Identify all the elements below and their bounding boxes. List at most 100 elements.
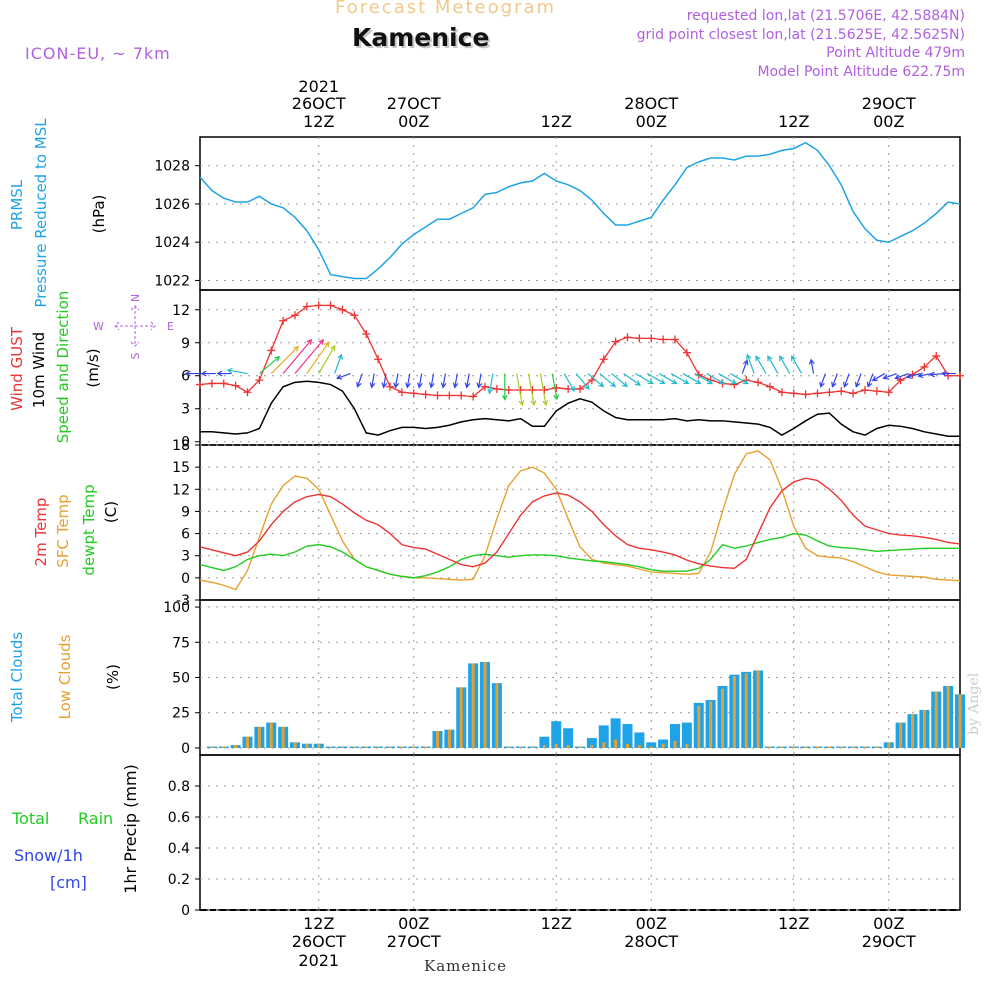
rain-label-total: Total [11, 809, 49, 828]
time-label-bottom: 12Z [778, 914, 809, 933]
total-cloud-bar [610, 718, 621, 748]
y-tick-label: 9 [181, 504, 190, 520]
wind-arrow [417, 373, 423, 389]
y-tick-label: 0 [181, 571, 190, 587]
dewpt-line [199, 532, 960, 579]
low-cloud-bar [697, 705, 701, 748]
low-cloud-bar [649, 746, 653, 748]
gust-marker [647, 334, 656, 343]
time-label-bottom: 00Z [636, 914, 667, 933]
gust-marker [302, 302, 311, 311]
total-cloud-bar [634, 732, 645, 748]
wind-arrow [905, 372, 921, 379]
low-cloud-bar [958, 694, 962, 748]
wind-arrow [200, 370, 216, 377]
time-label-bottom: 00Z [873, 914, 904, 933]
gust-marker [956, 371, 964, 380]
wind-arrow [658, 373, 678, 385]
low-cloud-bar [341, 746, 344, 748]
low-cloud-bar [863, 746, 867, 748]
time-label-top: 26OCT [292, 94, 346, 113]
time-label-bottom: 26OCT [292, 932, 346, 951]
wind-arrow [226, 367, 248, 375]
total-cloud-bar [681, 722, 692, 748]
y-tick-label: 25 [172, 706, 190, 722]
low-cloud-bar [424, 746, 428, 748]
panel-frame [199, 136, 961, 291]
wind-arrow [369, 373, 376, 389]
temp-unit: (C) [102, 501, 120, 523]
time-label-bottom: 27OCT [387, 932, 441, 951]
wind-arrow [487, 373, 494, 395]
pressure-label-long: Pressure Reduced to MSL [32, 118, 50, 308]
low-cloud-bar [839, 746, 843, 748]
snow-label: Snow/1h [14, 846, 83, 865]
low-clouds-label: Low Clouds [56, 634, 74, 719]
time-label-top: 12Z [778, 112, 809, 131]
time-label-top: 27OCT [387, 94, 441, 113]
clouds-unit: (%) [104, 664, 122, 690]
snow-unit: [cm] [50, 873, 87, 892]
y-tick-label: 75 [172, 635, 190, 651]
low-cloud-bar [721, 688, 724, 748]
time-label-bottom: 28OCT [624, 932, 678, 951]
subtitle: Forecast Meteogram [335, 0, 557, 18]
wind-arrow [563, 373, 575, 392]
low-cloud-bar [388, 746, 392, 748]
time-label-top: 00Z [873, 112, 904, 131]
time-label-top: 12Z [541, 112, 572, 131]
low-cloud-bar [602, 742, 606, 748]
gust-marker [861, 386, 869, 395]
gust-marker [849, 389, 858, 398]
total-cloud-bar [563, 728, 574, 748]
low-cloud-bar [269, 722, 273, 748]
wind-arrow [745, 353, 755, 374]
low-cloud-bar [685, 743, 689, 748]
wind-arrow [854, 373, 862, 388]
y-tick-label: 12 [172, 303, 190, 319]
gust-marker [362, 329, 371, 338]
panel-temperature: -3 0 3 6 9 12 15 18 [172, 438, 961, 609]
y-tick-label: 0.8 [168, 779, 190, 795]
wind-arrow [464, 373, 471, 389]
panel-frame [199, 754, 961, 911]
time-label-bottom: 12Z [541, 914, 572, 933]
wind-label: 10m Wind [30, 332, 48, 408]
y-tick-label: 9 [181, 336, 190, 352]
wind-arrow [866, 373, 874, 388]
gust-marker [682, 348, 691, 357]
wind-arrow [882, 372, 897, 380]
wind-arrow [871, 373, 886, 382]
wind-arrow [741, 359, 749, 374]
time-label-top: 29OCT [862, 94, 916, 113]
low-cloud-bar [495, 683, 499, 748]
gust-marker [896, 376, 905, 385]
gust-marker [386, 382, 394, 391]
y-tick-label: 3 [181, 402, 190, 418]
wind-arrow [694, 373, 714, 385]
rain-label: Rain [78, 809, 113, 828]
panel-precip: 0 0.2 0.4 0.6 0.8 [168, 754, 961, 919]
y-tick-label: 0.6 [168, 810, 190, 826]
gust-marker [920, 362, 929, 371]
low-cloud-bar [744, 673, 748, 748]
gust-marker [409, 389, 418, 398]
low-cloud-bar [637, 745, 641, 748]
gust-marker [397, 388, 406, 397]
gust-marker [659, 335, 668, 344]
low-cloud-bar [590, 745, 594, 748]
gust-marker [231, 381, 240, 390]
gust-marker [291, 311, 299, 320]
panel-frame [199, 444, 961, 601]
wind-arrow [808, 358, 815, 374]
total-cloud-bar [539, 736, 550, 748]
wind-arrow [539, 373, 549, 407]
low-cloud-bar [257, 726, 261, 748]
y-tick-label: 3 [181, 549, 190, 565]
wind-arrow [282, 338, 313, 374]
wind-arrow [334, 353, 343, 374]
low-cloud-bar [780, 746, 784, 748]
compass-south: S [129, 352, 142, 359]
gust-marker [433, 391, 442, 400]
low-cloud-bar [542, 745, 546, 748]
